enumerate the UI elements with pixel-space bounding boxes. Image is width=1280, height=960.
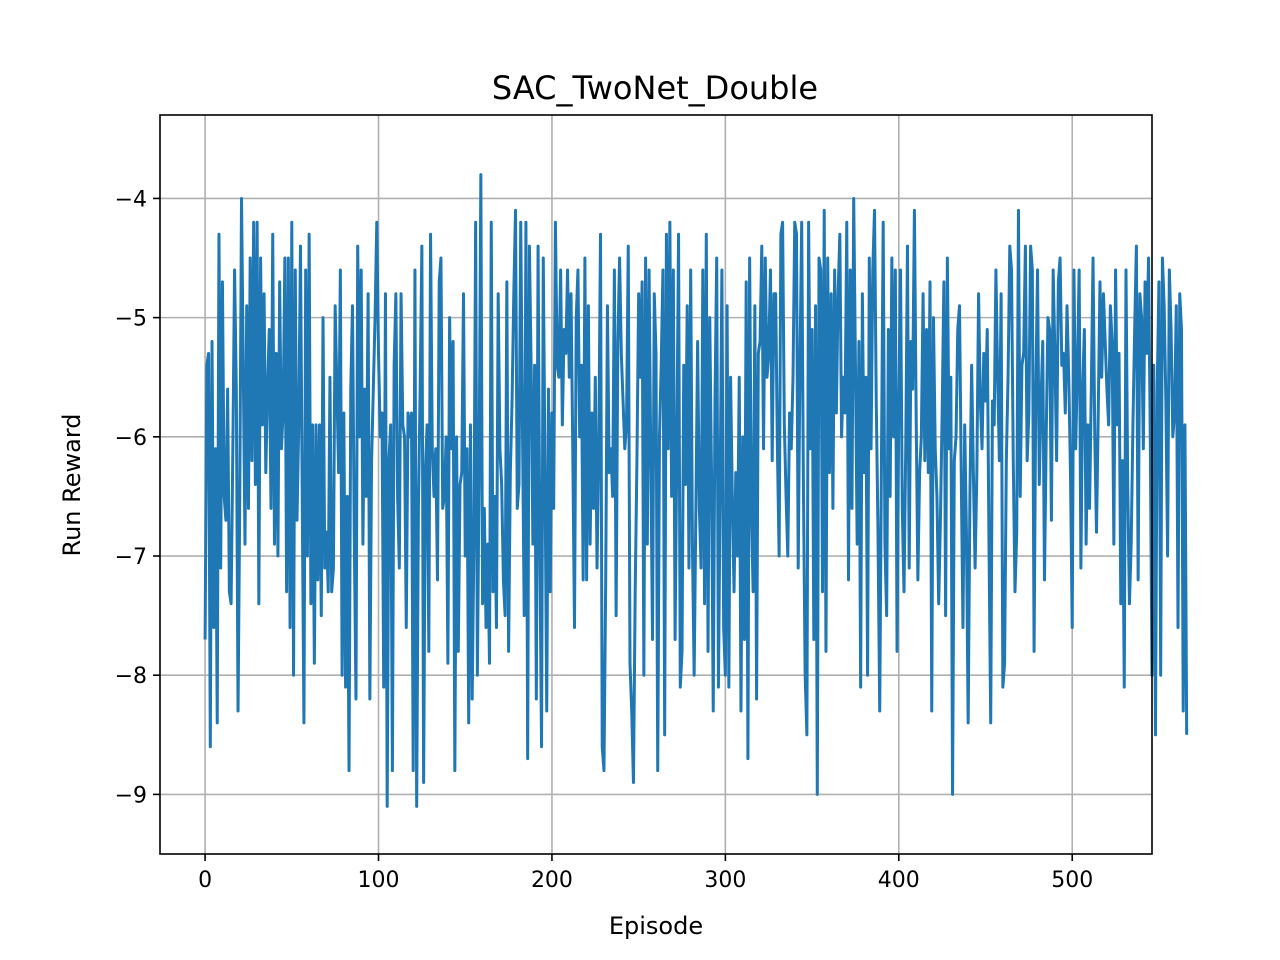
x-axis: 0 100 200 300 400 500: [198, 854, 1093, 893]
series-line: [203, 173, 1189, 808]
y-tick-label: −4: [115, 187, 147, 212]
x-tick-label: 500: [1051, 868, 1093, 893]
chart-title: SAC_TwoNet_Double: [492, 69, 818, 107]
x-tick-label: 0: [198, 868, 212, 893]
x-tick-label: 300: [704, 868, 746, 893]
y-tick-label: −6: [115, 426, 147, 451]
x-tick-label: 400: [878, 868, 920, 893]
y-axis: −9 −8 −7 −6 −5 −4: [115, 187, 160, 808]
y-tick-label: −7: [115, 545, 147, 570]
y-tick-label: −8: [115, 664, 147, 689]
y-axis-label: Run Reward: [58, 413, 86, 556]
x-tick-label: 200: [531, 868, 573, 893]
x-tick-label: 100: [358, 868, 400, 893]
x-axis-label: Episode: [609, 912, 703, 940]
plot-frame: [159, 114, 1153, 855]
y-tick-label: −5: [115, 307, 147, 332]
series-line-group: [203, 173, 1189, 808]
y-tick-label: −9: [115, 783, 147, 808]
